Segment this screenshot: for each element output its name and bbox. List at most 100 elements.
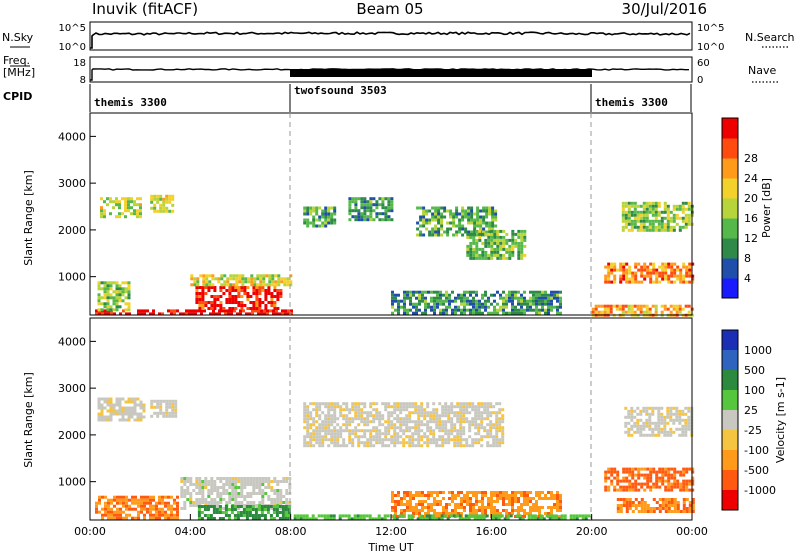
heatmap-cell [418, 290, 421, 294]
heatmap-cell [406, 509, 409, 512]
heatmap-cell [511, 305, 514, 309]
heatmap-cell [159, 209, 163, 213]
heatmap-cell [127, 406, 131, 410]
heatmap-cell [414, 405, 418, 409]
heatmap-cell [488, 224, 492, 228]
heatmap-cell [351, 432, 355, 436]
heatmap-cell [470, 206, 474, 210]
colorbar-tick-label: 28 [744, 152, 758, 165]
heatmap-cell [127, 200, 130, 204]
heatmap-cell [492, 405, 496, 409]
heatmap-cell [339, 408, 343, 412]
heatmap-cell [459, 405, 463, 409]
heatmap-cell [688, 510, 692, 513]
heatmap-cell [455, 212, 459, 216]
heatmap-cell [100, 412, 104, 416]
heatmap-cell [381, 438, 385, 442]
heatmap-cell [318, 438, 322, 442]
heatmap-cell [449, 227, 453, 231]
heatmap-cell [554, 514, 558, 518]
heatmap-cell [168, 405, 172, 409]
heatmap-cell [462, 432, 466, 436]
heatmap-cell [449, 221, 453, 225]
heatmap-cell [498, 444, 502, 448]
heatmap-cell [219, 295, 223, 298]
heatmap-cell [369, 414, 373, 418]
heatmap-cell [469, 290, 472, 294]
heatmap-cell [681, 207, 685, 211]
heatmap-cell [207, 492, 211, 495]
heatmap-cell [691, 467, 695, 471]
heatmap-cell [399, 408, 403, 412]
heatmap-cell [681, 219, 685, 223]
heatmap-cell [463, 311, 466, 315]
heatmap-cell [204, 480, 208, 483]
heatmap-cell [318, 224, 322, 228]
heatmap-cell [439, 515, 442, 518]
heatmap-cell [616, 473, 620, 477]
heatmap-cell [475, 503, 478, 506]
nave-tick-bottom: 0 [697, 75, 703, 86]
heatmap-cell [511, 311, 514, 315]
heatmap-cell [409, 503, 412, 506]
heatmap-cell [248, 511, 252, 514]
heatmap-cell [124, 406, 128, 410]
heatmap-cell [206, 517, 210, 520]
heatmap-cell [351, 444, 355, 448]
heatmap-cell [417, 441, 421, 445]
heatmap-cell [228, 292, 232, 295]
heatmap-cell [363, 420, 367, 424]
heatmap-cell [176, 516, 179, 520]
heatmap-cell [276, 501, 280, 504]
heatmap-cell [442, 302, 445, 306]
heatmap-cell [133, 409, 137, 413]
heatmap-cell [198, 304, 202, 307]
heatmap-cell [345, 426, 349, 430]
heatmap-cell [208, 283, 212, 287]
heatmap-cell [469, 293, 472, 297]
heatmap-cell [454, 509, 457, 512]
heatmap-cell [309, 209, 313, 213]
heatmap-cell [371, 517, 375, 521]
heatmap-cell [508, 256, 512, 260]
heatmap-cell [327, 420, 331, 424]
heatmap-cell [663, 304, 667, 308]
heatmap-cell [236, 511, 240, 514]
heatmap-cell [441, 414, 445, 418]
heatmap-cell [511, 229, 515, 233]
heatmap-cell [636, 418, 640, 422]
heatmap-cell [684, 216, 688, 220]
heatmap-cell [429, 438, 433, 442]
heatmap-cell [461, 227, 465, 231]
heatmap-cell [663, 424, 667, 428]
heatmap-cell [327, 423, 331, 427]
heatmap-cell [252, 304, 256, 307]
heatmap-cell [514, 296, 517, 300]
heatmap-cell [267, 480, 271, 483]
heatmap-cell [480, 435, 484, 439]
heatmap-cell [443, 230, 447, 234]
heatmap-cell [421, 491, 424, 494]
heatmap-cell [441, 411, 445, 415]
heatmap-cell [273, 289, 277, 292]
heatmap-cell [676, 510, 680, 513]
heatmap-cell [637, 473, 641, 477]
heatmap-cell [262, 283, 266, 287]
heatmap-cell [481, 305, 484, 309]
heatmap-cell [523, 296, 526, 300]
heatmap-cell [468, 405, 472, 409]
heatmap-cell [651, 222, 655, 226]
heatmap-cell [458, 224, 462, 228]
heatmap-cell [342, 441, 346, 445]
heatmap-cell [240, 480, 244, 483]
heatmap-cell [109, 412, 113, 416]
heatmap-cell [383, 517, 387, 521]
heatmap-cell [268, 277, 272, 281]
heatmap-cell [234, 498, 238, 501]
heatmap-cell [408, 435, 412, 439]
heatmap-cell [663, 418, 667, 422]
heatmap-cell [646, 504, 650, 507]
heatmap-cell [195, 477, 199, 480]
heatmap-cell [442, 293, 445, 297]
heatmap-cell [202, 283, 206, 287]
